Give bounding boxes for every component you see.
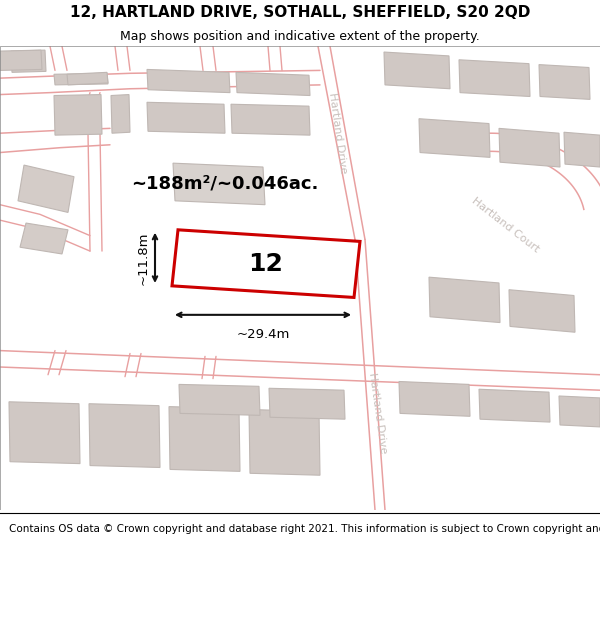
- Polygon shape: [539, 64, 590, 99]
- Polygon shape: [459, 60, 530, 96]
- Polygon shape: [111, 94, 130, 133]
- Polygon shape: [399, 381, 470, 416]
- Polygon shape: [67, 72, 108, 85]
- Polygon shape: [169, 407, 240, 471]
- Polygon shape: [269, 388, 345, 419]
- Text: Map shows position and indicative extent of the property.: Map shows position and indicative extent…: [120, 29, 480, 42]
- Polygon shape: [509, 290, 575, 332]
- Text: ~29.4m: ~29.4m: [236, 328, 290, 341]
- Polygon shape: [54, 94, 102, 135]
- Polygon shape: [18, 165, 74, 212]
- Text: Contains OS data © Crown copyright and database right 2021. This information is : Contains OS data © Crown copyright and d…: [9, 524, 600, 534]
- Polygon shape: [429, 277, 500, 322]
- Polygon shape: [231, 104, 310, 135]
- Text: Hartland Drive: Hartland Drive: [328, 92, 349, 174]
- Text: ~188m²/~0.046ac.: ~188m²/~0.046ac.: [131, 174, 319, 192]
- Polygon shape: [20, 223, 68, 254]
- Text: 12: 12: [248, 252, 283, 276]
- Polygon shape: [179, 384, 260, 416]
- Text: Hartland Drive: Hartland Drive: [367, 372, 389, 454]
- Polygon shape: [419, 119, 490, 158]
- Polygon shape: [479, 389, 550, 422]
- Polygon shape: [89, 404, 160, 468]
- Text: 12, HARTLAND DRIVE, SOTHALL, SHEFFIELD, S20 2QD: 12, HARTLAND DRIVE, SOTHALL, SHEFFIELD, …: [70, 6, 530, 21]
- Polygon shape: [499, 128, 560, 167]
- Polygon shape: [559, 396, 600, 427]
- Polygon shape: [249, 409, 320, 475]
- Polygon shape: [54, 73, 108, 85]
- Text: Hartland Court: Hartland Court: [469, 196, 541, 254]
- Polygon shape: [147, 69, 230, 92]
- Polygon shape: [384, 52, 450, 89]
- Polygon shape: [172, 230, 360, 298]
- Text: ~11.8m: ~11.8m: [137, 231, 150, 284]
- Polygon shape: [173, 163, 265, 205]
- Polygon shape: [9, 402, 80, 464]
- Polygon shape: [0, 50, 42, 71]
- Polygon shape: [147, 102, 225, 133]
- Polygon shape: [236, 72, 310, 96]
- Polygon shape: [11, 50, 46, 72]
- Polygon shape: [564, 132, 600, 167]
